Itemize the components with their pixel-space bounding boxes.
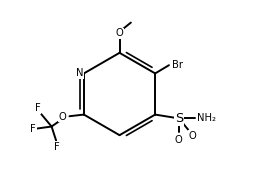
Text: O: O (189, 131, 197, 141)
Text: Br: Br (172, 60, 184, 70)
Text: O: O (59, 112, 67, 122)
Text: F: F (54, 142, 60, 152)
Text: O: O (116, 28, 123, 38)
Text: F: F (35, 103, 40, 113)
Text: NH₂: NH₂ (197, 113, 216, 123)
Text: N: N (76, 68, 83, 78)
Text: F: F (30, 124, 36, 134)
Text: S: S (175, 112, 183, 125)
Text: O: O (175, 135, 183, 145)
